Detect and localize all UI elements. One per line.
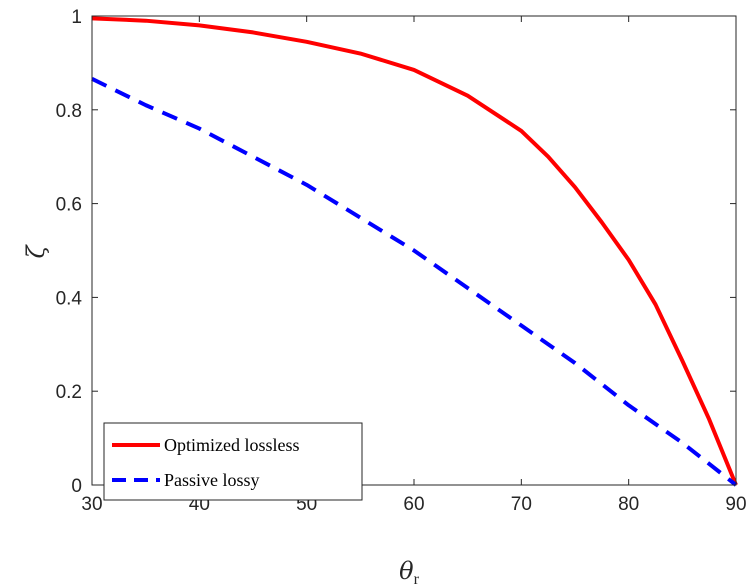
x-tick-label: 70 [511, 494, 532, 515]
series-line-passive-lossy [91, 77, 738, 487]
y-tick-label: 0.4 [56, 288, 83, 309]
x-axis-label-main: θ [399, 557, 414, 585]
series-layer [91, 16, 738, 487]
x-axis-label: θr [399, 557, 419, 585]
x-tick-label: 90 [725, 494, 746, 515]
y-axis-label: ζ [22, 244, 50, 259]
x-axis-label-subscript: r [414, 571, 420, 585]
y-tick-label: 0.6 [56, 195, 82, 216]
x-tick-label: 60 [403, 494, 424, 515]
legend-box [103, 422, 363, 501]
x-tick-label: 30 [81, 494, 102, 515]
x-tick-label: 80 [618, 494, 639, 515]
legend: Optimized lossless Passive lossy [103, 422, 363, 501]
y-tick-label: 0.8 [56, 101, 82, 122]
legend-label-optimized-lossless: Optimized lossless [164, 435, 300, 455]
y-tick-label: 0.2 [56, 382, 82, 403]
series-line-optimized-lossless [91, 16, 738, 486]
y-tick-label: 0 [71, 476, 82, 497]
y-tick-label: 1 [71, 7, 82, 28]
legend-label-passive-lossy: Passive lossy [164, 470, 260, 490]
